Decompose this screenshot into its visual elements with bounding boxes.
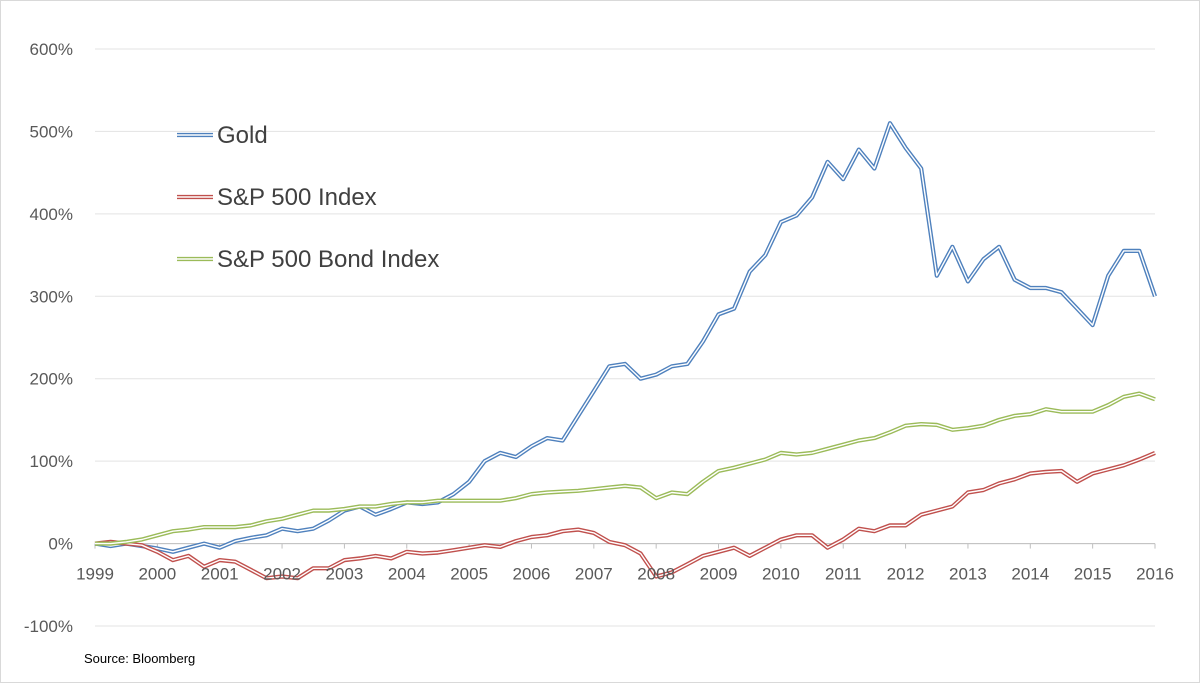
x-tick-label: 2016	[1136, 565, 1174, 584]
x-tick-label: 2000	[138, 565, 176, 584]
series-line-s-p-500-bond-index	[95, 391, 1156, 546]
y-axis-tick-labels: 600% 500% 400% 300% 200% 100% 0% -100%	[24, 40, 73, 636]
x-tick-label: 2010	[762, 565, 800, 584]
x-tick-label: 2006	[513, 565, 551, 584]
legend-label-s-p-500-bond-index: S&P 500 Bond Index	[217, 246, 439, 273]
x-tick-label: 2011	[825, 565, 862, 584]
x-tick-label: 2003	[325, 565, 363, 584]
y-tick-label: 400%	[30, 205, 73, 224]
legend-label-s-p-500-index: S&P 500 Index	[217, 184, 377, 211]
series-lines	[94, 121, 1157, 581]
series-line-s-p-500-index	[94, 450, 1156, 581]
x-tick-label: 2014	[1011, 565, 1049, 584]
series-line-inner-s-p-500-bond-index	[95, 392, 1156, 545]
legend-label-gold: Gold	[217, 122, 268, 149]
x-tick-label: 2013	[949, 565, 987, 584]
legend: Gold S&P 500 Index S&P 500 Bond Index	[177, 122, 439, 273]
y-tick-label: -100%	[24, 617, 73, 636]
x-tick-label: 2001	[201, 565, 239, 584]
x-tick-label: 2012	[887, 565, 925, 584]
y-tick-label: 0%	[48, 535, 73, 554]
x-tick-label: 2009	[700, 565, 738, 584]
y-tick-label: 300%	[30, 287, 73, 306]
y-tick-label: 600%	[30, 40, 73, 59]
series-line-inner-s-p-500-index	[94, 452, 1156, 579]
series-line-inner-gold	[94, 122, 1156, 553]
x-tick-label: 2002	[263, 565, 301, 584]
x-tick-label: 2007	[575, 565, 613, 584]
source-note: Source: Bloomberg	[84, 651, 196, 666]
y-tick-label: 200%	[30, 370, 73, 389]
y-tick-label: 500%	[30, 122, 73, 141]
x-tick-label: 2004	[388, 565, 426, 584]
x-tick-label: 2008	[637, 565, 675, 584]
x-tick-label: 1999	[76, 565, 114, 584]
x-tick-label: 2005	[450, 565, 488, 584]
x-tick-label: 2015	[1074, 565, 1112, 584]
x-axis-tick-labels: 1999 2000 2001 2002 2003 2004 2005 2006 2007 2008…	[76, 565, 1174, 584]
y-tick-label: 100%	[30, 452, 73, 471]
